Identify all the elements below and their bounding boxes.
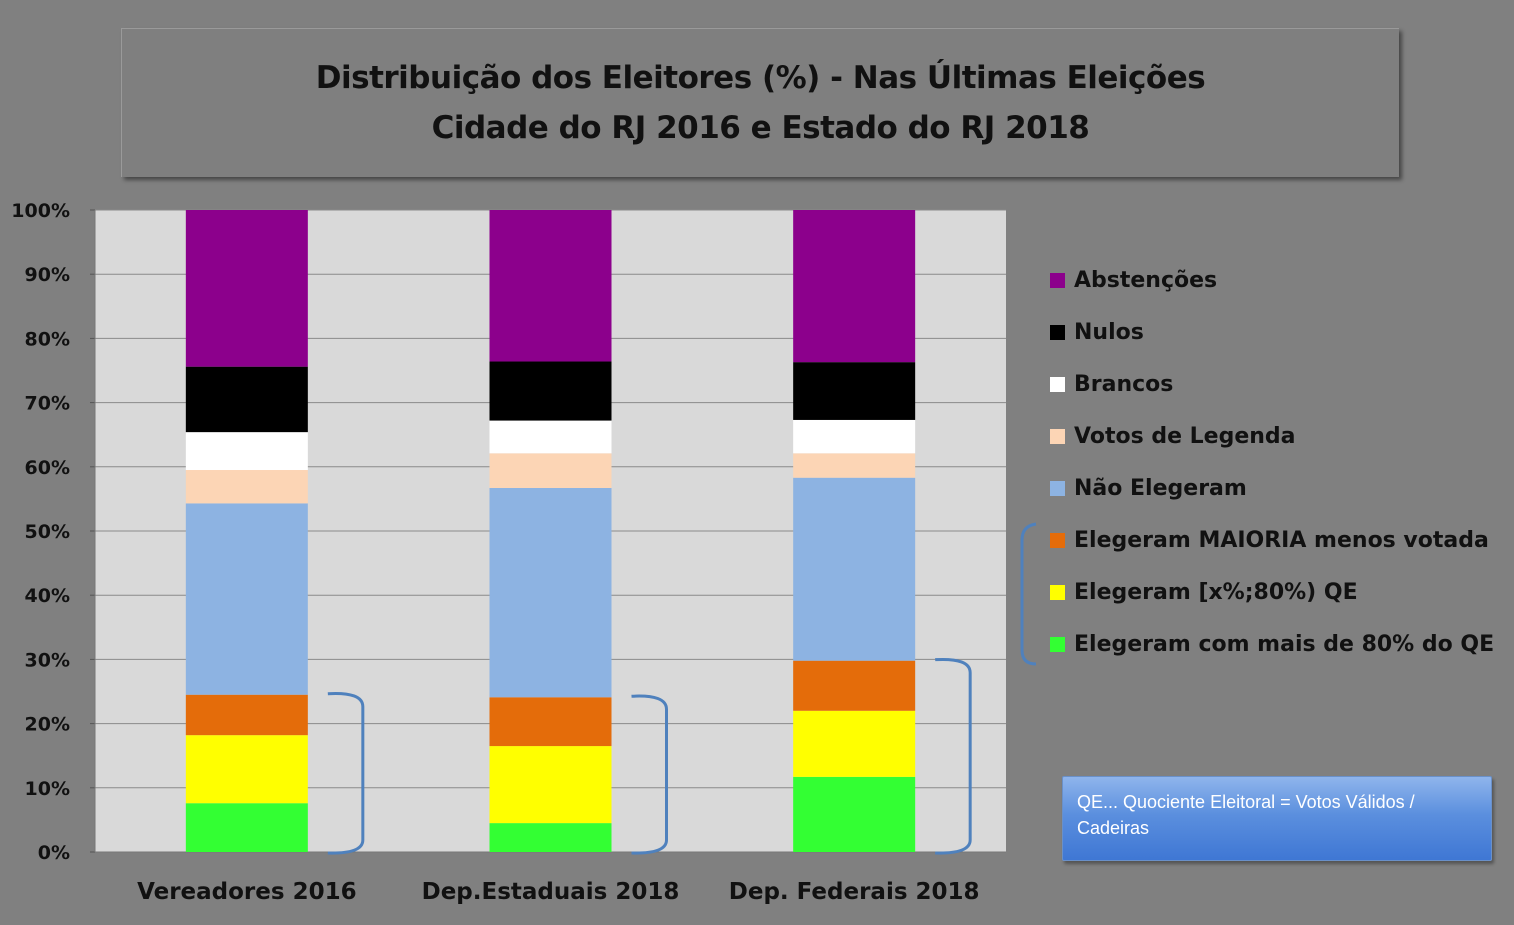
y-tick-label: 100% [11,200,70,222]
legend-swatch [1050,376,1065,392]
bar-segment [489,361,612,421]
legend-item: Elegeram MAIORIA menos votada [1050,522,1510,558]
legend-label: Nulos [1074,319,1144,345]
bar-segment [793,710,916,777]
bar-segment [185,210,308,367]
y-tick-label: 40% [25,585,70,607]
x-tick-label: Dep.Estaduais 2018 [422,879,680,905]
bar-segment [489,697,612,747]
chart-subtitle: Cidade do RJ 2016 e Estado do RJ 2018 [431,110,1090,146]
legend-item: Elegeram com mais de 80% do QE [1050,626,1510,662]
y-tick-label: 90% [25,264,70,286]
chart-title: Distribuição dos Eleitores (%) - Nas Últ… [315,60,1206,96]
legend-item: Elegeram [x%;80%) QE [1050,574,1510,610]
legend-bracket [1020,522,1037,666]
bar-segment [185,366,308,433]
bar-segment [793,362,916,420]
legend-swatch [1050,532,1065,548]
y-tick-label: 30% [25,649,70,671]
bar-segment [793,660,916,711]
y-tick-label: 80% [25,328,70,350]
qe-note-box: QE... Quociente Eleitoral = Votos Válido… [1062,776,1492,861]
bar-segment [793,419,916,454]
legend-label: Elegeram MAIORIA menos votada [1074,527,1489,553]
legend-label: Elegeram [x%;80%) QE [1074,579,1358,605]
x-tick-label: Vereadores 2016 [137,879,357,905]
legend-swatch [1050,584,1065,600]
bar-segment [793,453,916,478]
legend-label: Não Elegeram [1074,475,1247,501]
legend-swatch [1050,636,1065,652]
legend-swatch [1050,480,1065,496]
bar-segment [793,477,916,661]
bar-segment [185,735,308,804]
x-tick-label: Dep. Federais 2018 [729,879,980,905]
bar-segment [185,803,308,852]
y-tick-label: 0% [38,842,70,864]
legend-label: Abstenções [1074,267,1218,293]
legend-swatch [1050,428,1065,444]
bar-segment [185,470,308,504]
qe-note-text: QE... Quociente Eleitoral = Votos Válido… [1077,792,1415,838]
legend-item: Nulos [1050,314,1510,350]
legend-swatch [1050,324,1065,340]
elected-bracket [631,694,668,855]
bar-segment [489,487,612,698]
bar-segment [185,432,308,471]
y-tick-label: 50% [25,521,70,543]
bar-segment [489,746,612,824]
bar-segment [793,210,916,363]
legend-item: Votos de Legenda [1050,418,1510,454]
legend-label: Votos de Legenda [1074,423,1296,449]
bar-segment [185,503,308,695]
legend-item: Brancos [1050,366,1510,402]
y-tick-label: 10% [25,778,70,800]
y-tick-label: 70% [25,393,70,415]
legend-swatch [1050,272,1065,288]
legend-label: Elegeram com mais de 80% do QE [1074,631,1495,657]
bar-segment [185,694,308,736]
elected-bracket [327,691,365,855]
legend-item: Abstenções [1050,262,1510,298]
elected-bracket [935,657,972,855]
bar-segment [489,453,612,488]
legend-item: Não Elegeram [1050,470,1510,506]
legend-label: Brancos [1074,371,1174,397]
chart-title-box: Distribuição dos Eleitores (%) - Nas Últ… [121,28,1399,177]
y-tick-label: 60% [25,457,70,479]
bar-segment [489,210,612,362]
bar-segment [489,823,612,852]
bar-segment [489,420,612,454]
y-tick-label: 20% [25,714,70,736]
bar-segment [793,776,916,852]
